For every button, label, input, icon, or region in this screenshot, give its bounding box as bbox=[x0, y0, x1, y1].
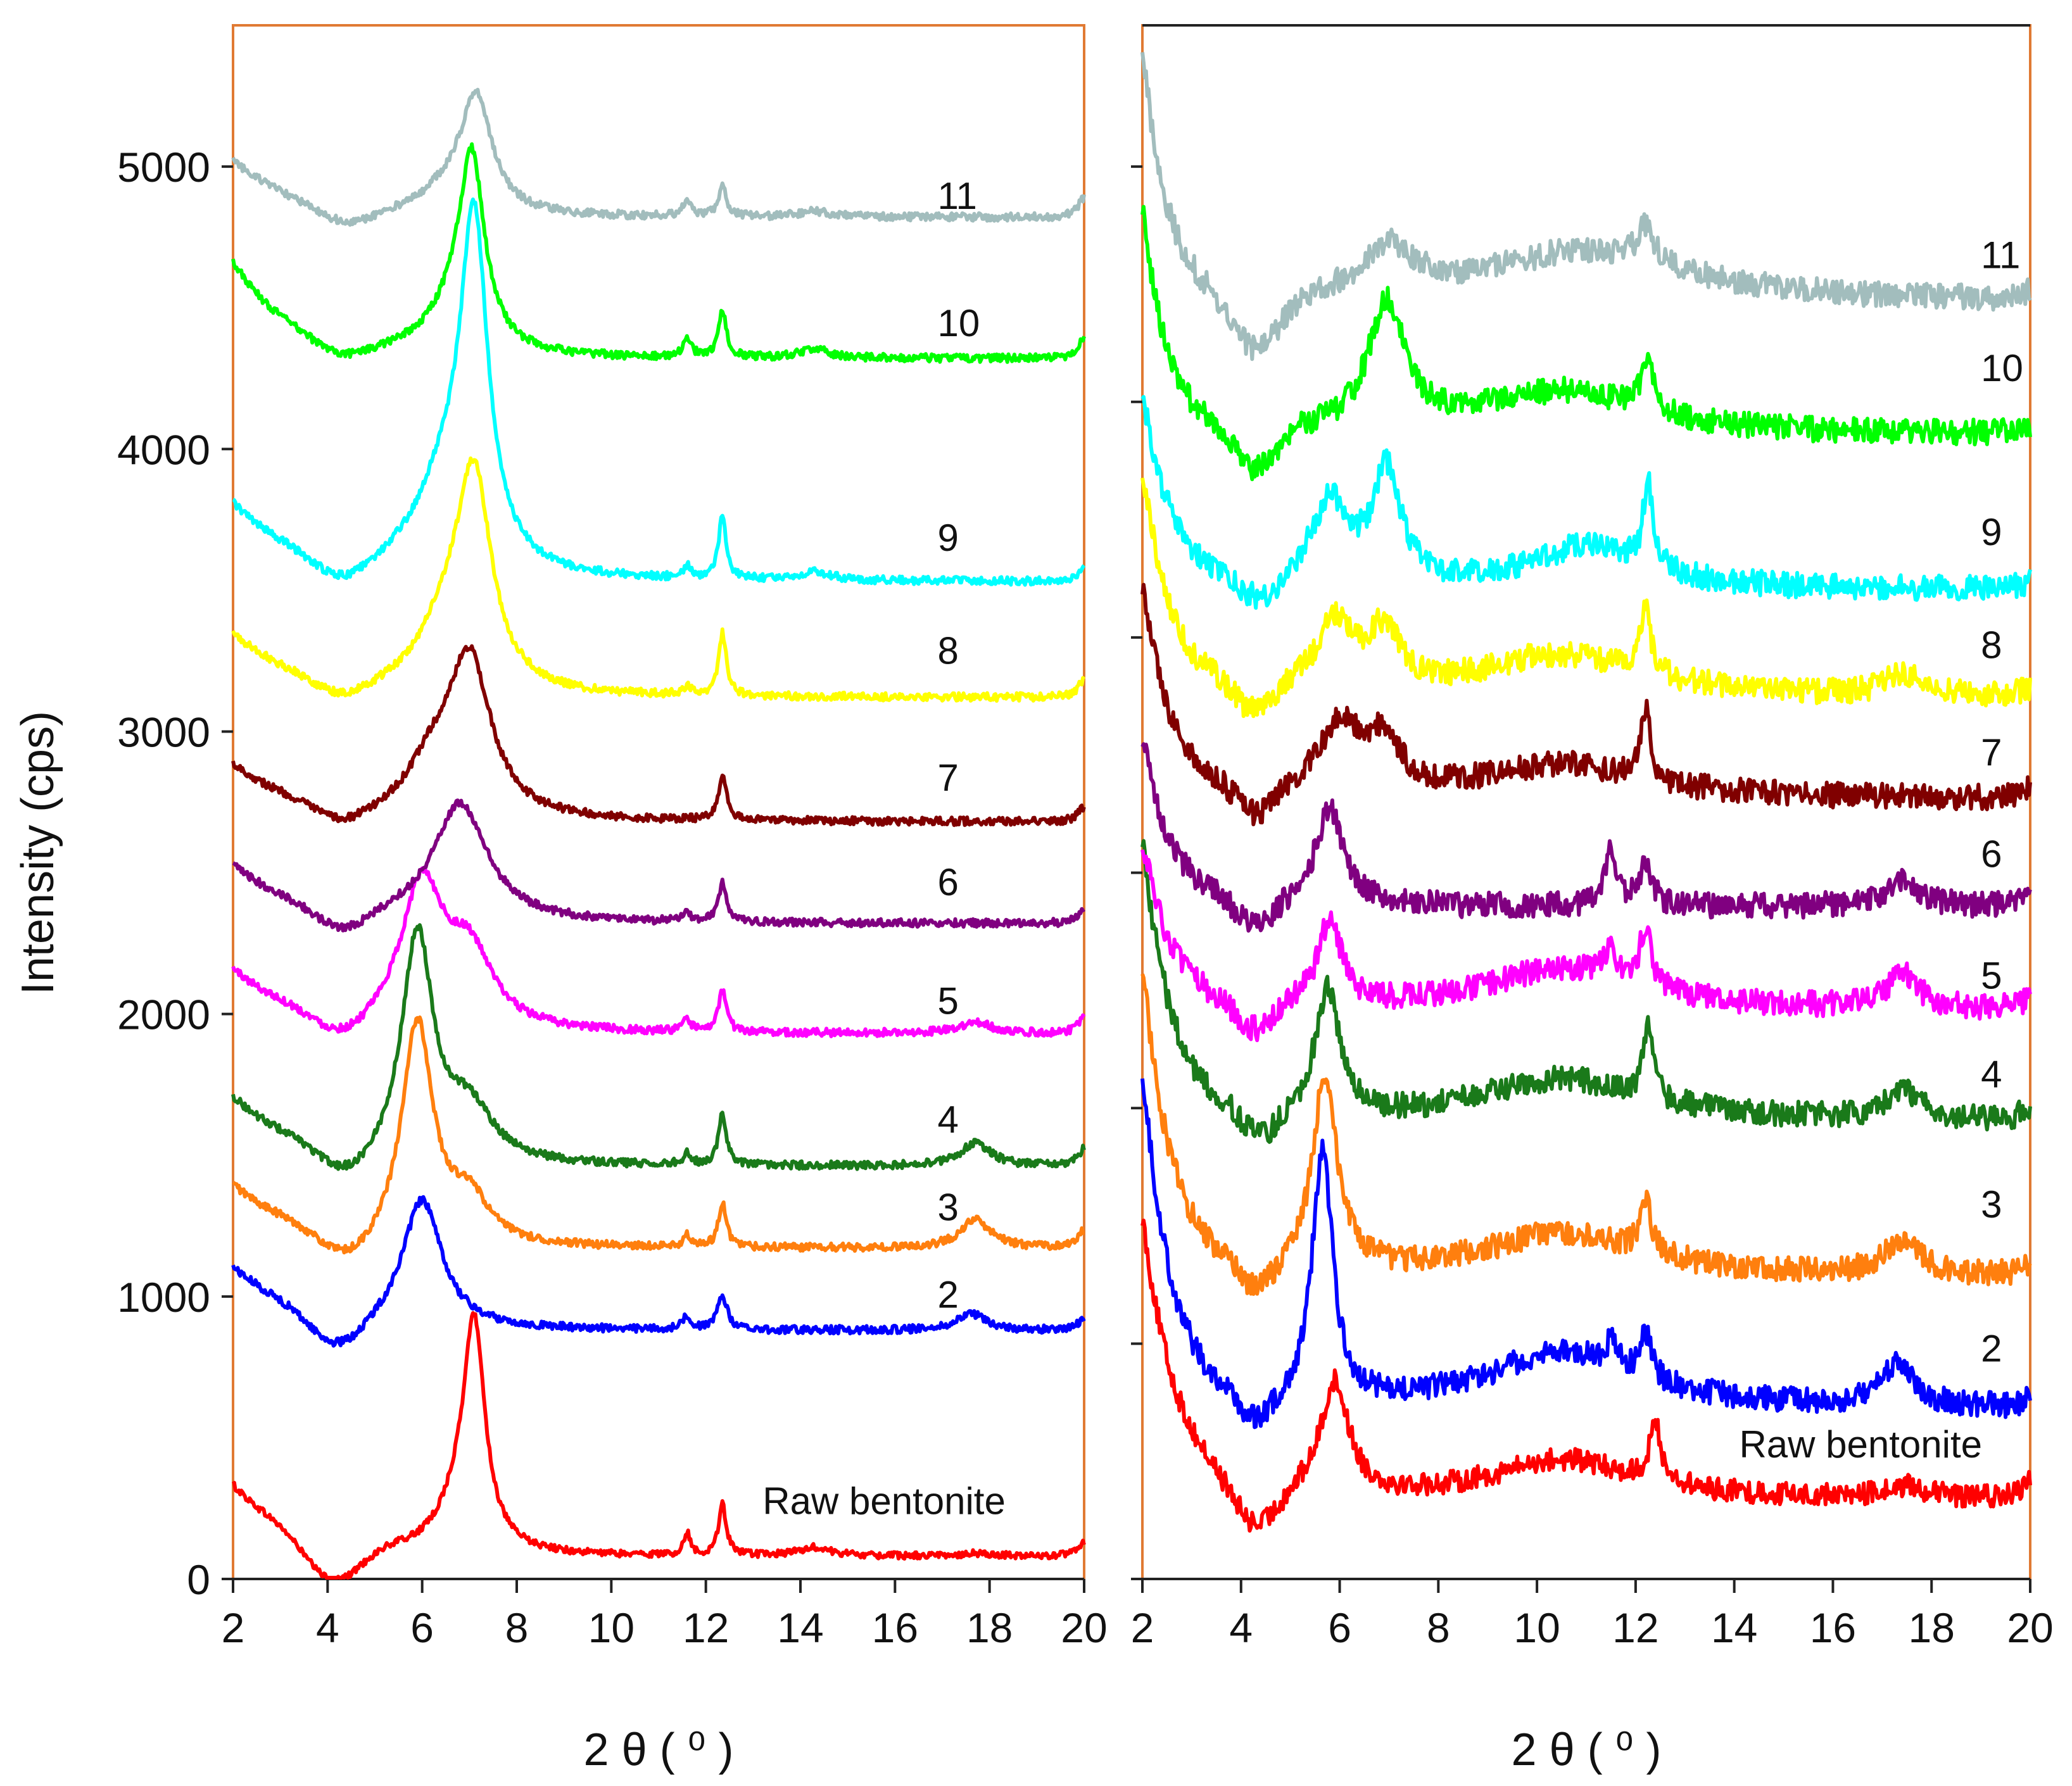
left-series-label: 8 bbox=[938, 629, 959, 672]
right-x-tick-label: 4 bbox=[1229, 1604, 1253, 1651]
left-series-line-9 bbox=[232, 197, 1086, 587]
right-series-label: 10 bbox=[1981, 347, 2023, 389]
right-series-label: 5 bbox=[1981, 954, 2002, 997]
left-x-tick-label: 18 bbox=[966, 1604, 1013, 1651]
right-series-label: 4 bbox=[1981, 1053, 2002, 1096]
right-series-line-3 bbox=[1140, 973, 2032, 1296]
right-series-line-4 bbox=[1140, 839, 2032, 1144]
left-series-label: 9 bbox=[938, 517, 959, 559]
right-series-label: 6 bbox=[1981, 833, 2002, 876]
left-plot-frame bbox=[232, 24, 1085, 1580]
left-x-tick-label: 8 bbox=[505, 1604, 529, 1651]
left-series-line-4 bbox=[231, 923, 1086, 1171]
right-panel: 2 4 6 8 10 12 14 16 18 20 2 θ ( ⁰ ) Raw bentonite 2 3… bbox=[1131, 24, 2054, 1775]
right-series-line-11 bbox=[1140, 52, 2032, 362]
right-series-label: 9 bbox=[1981, 511, 2002, 553]
left-x-tick-label: 4 bbox=[316, 1604, 339, 1651]
right-x-tick-label: 8 bbox=[1427, 1604, 1450, 1651]
right-series-label: 3 bbox=[1981, 1183, 2002, 1226]
left-series-label: 3 bbox=[938, 1186, 959, 1228]
left-series-label: 6 bbox=[938, 861, 959, 903]
left-x-tick-label: 12 bbox=[683, 1604, 729, 1651]
left-y-tick-label: 3000 bbox=[117, 708, 210, 755]
left-series-line-11 bbox=[231, 87, 1086, 227]
left-series-line-5 bbox=[231, 866, 1086, 1038]
right-x-tick-label: 6 bbox=[1328, 1604, 1351, 1651]
left-series-line-10 bbox=[231, 142, 1086, 364]
left-series-label: 4 bbox=[938, 1098, 959, 1141]
right-x-tick-label: 20 bbox=[2007, 1604, 2053, 1651]
left-panel: 2 4 6 8 10 12 14 16 18 20 0 1000 2000 3000 4000 5000 2 θ… bbox=[13, 24, 1108, 1775]
right-series-label: Raw bentonite bbox=[1739, 1423, 1982, 1466]
left-y-tick-label: 1000 bbox=[117, 1274, 210, 1321]
left-series-line-6 bbox=[232, 798, 1085, 933]
left-x-tick-label: 2 bbox=[222, 1604, 245, 1651]
right-series-line-5 bbox=[1140, 849, 2032, 1043]
right-x-tick-label: 2 bbox=[1131, 1604, 1154, 1651]
right-series-line-7 bbox=[1140, 582, 2032, 827]
right-series-line-2 bbox=[1140, 1078, 2032, 1430]
left-series-line-8 bbox=[231, 456, 1086, 703]
left-series-line-7 bbox=[231, 644, 1086, 827]
right-x-tick-label: 12 bbox=[1612, 1604, 1658, 1651]
left-x-axis-title: 2 θ ( ⁰ ) bbox=[584, 1725, 734, 1775]
left-x-tick-label: 14 bbox=[777, 1604, 823, 1651]
right-series-line-6 bbox=[1140, 742, 2032, 933]
right-series-label: 7 bbox=[1981, 731, 2002, 774]
left-series-line-3 bbox=[232, 1015, 1085, 1255]
left-y-tick-label: 5000 bbox=[117, 144, 210, 191]
right-series-label: 2 bbox=[1981, 1327, 2002, 1369]
right-x-tick-label: 10 bbox=[1513, 1604, 1560, 1651]
right-series-line-raw-bentonite bbox=[1140, 1218, 2032, 1533]
left-x-tick-label: 10 bbox=[588, 1604, 635, 1651]
left-series-label: 11 bbox=[938, 175, 977, 217]
left-y-tick-label: 2000 bbox=[117, 991, 210, 1038]
right-series-line-9 bbox=[1140, 394, 2032, 610]
right-series-line-10 bbox=[1140, 204, 2032, 481]
left-series-line-raw-bentonite bbox=[231, 1311, 1086, 1580]
left-y-tick-label: 0 bbox=[187, 1556, 210, 1603]
left-y-axis-title: Intensity (cps) bbox=[13, 711, 63, 995]
left-series-line-2 bbox=[231, 1195, 1086, 1348]
left-y-tick-label: 4000 bbox=[117, 426, 210, 473]
left-x-tick-label: 20 bbox=[1061, 1604, 1107, 1651]
right-series-label: 8 bbox=[1981, 624, 2002, 666]
left-series-label: 5 bbox=[938, 980, 959, 1022]
right-x-tick-label: 16 bbox=[1810, 1604, 1856, 1651]
left-series-label: Raw bentonite bbox=[762, 1480, 1006, 1522]
left-x-tick-label: 16 bbox=[872, 1604, 918, 1651]
left-series-label: 2 bbox=[938, 1274, 959, 1316]
left-series-label: 7 bbox=[938, 757, 959, 799]
left-series-label: 10 bbox=[938, 302, 980, 344]
left-x-tick-label: 6 bbox=[410, 1604, 434, 1651]
right-series-line-8 bbox=[1140, 477, 2032, 719]
right-series-label: 11 bbox=[1981, 234, 2020, 277]
right-x-tick-label: 14 bbox=[1711, 1604, 1757, 1651]
right-x-tick-label: 18 bbox=[1909, 1604, 1955, 1651]
right-x-axis-title: 2 θ ( ⁰ ) bbox=[1512, 1725, 1662, 1775]
